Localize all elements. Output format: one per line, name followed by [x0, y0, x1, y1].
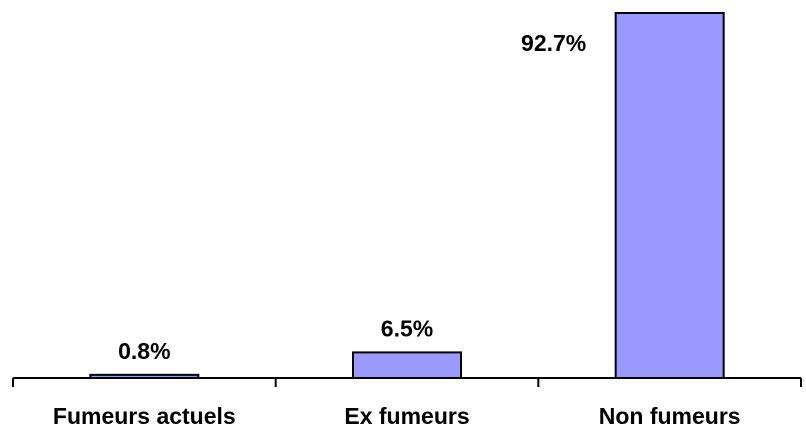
bar-non-fumeurs	[614, 12, 725, 379]
data-label: 92.7%	[521, 30, 586, 56]
bar-ex-fumeurs	[352, 351, 462, 379]
x-axis	[12, 377, 802, 387]
data-label: 6.5%	[381, 315, 433, 341]
x-tick-label: Ex fumeurs	[344, 403, 469, 429]
x-tick-label: Fumeurs actuels	[53, 403, 236, 429]
data-labels: 0.8% 6.5% 92.7%	[118, 30, 586, 364]
data-label: 0.8%	[118, 338, 170, 364]
x-tick-labels: Fumeurs actuels Ex fumeurs Non fumeurs	[53, 403, 741, 429]
x-tick-label: Non fumeurs	[599, 403, 741, 429]
